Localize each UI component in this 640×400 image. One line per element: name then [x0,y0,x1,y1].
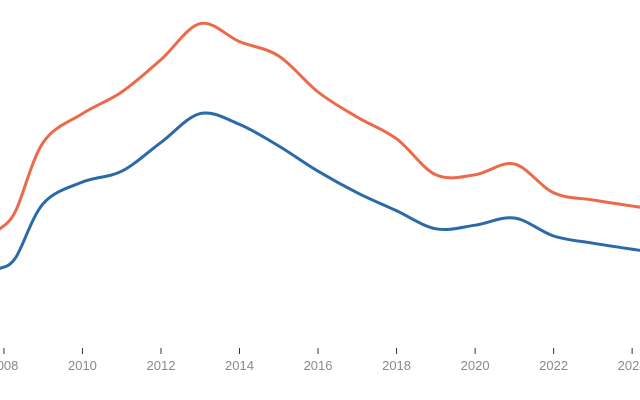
series-layer [0,21,640,270]
x-tick-label-2016: 2016 [304,358,333,373]
x-tick-label-2014: 2014 [225,358,254,373]
x-tick-label-2018: 2018 [382,358,411,373]
x-tick-label-2010: 2010 [68,358,97,373]
series-line-1 [0,21,640,231]
x-axis: 2008 2010 2012 2014 2016 2018 2020 2022 2024 [0,348,640,373]
x-tick-label-2008: 2008 [0,358,18,373]
series-line-2 [0,111,640,270]
x-tick-label-2022: 2022 [539,358,568,373]
x-tick-label-2020: 2020 [461,358,490,373]
x-tick-label-2024: 2024 [618,358,640,373]
x-tick-label-2012: 2012 [147,358,176,373]
